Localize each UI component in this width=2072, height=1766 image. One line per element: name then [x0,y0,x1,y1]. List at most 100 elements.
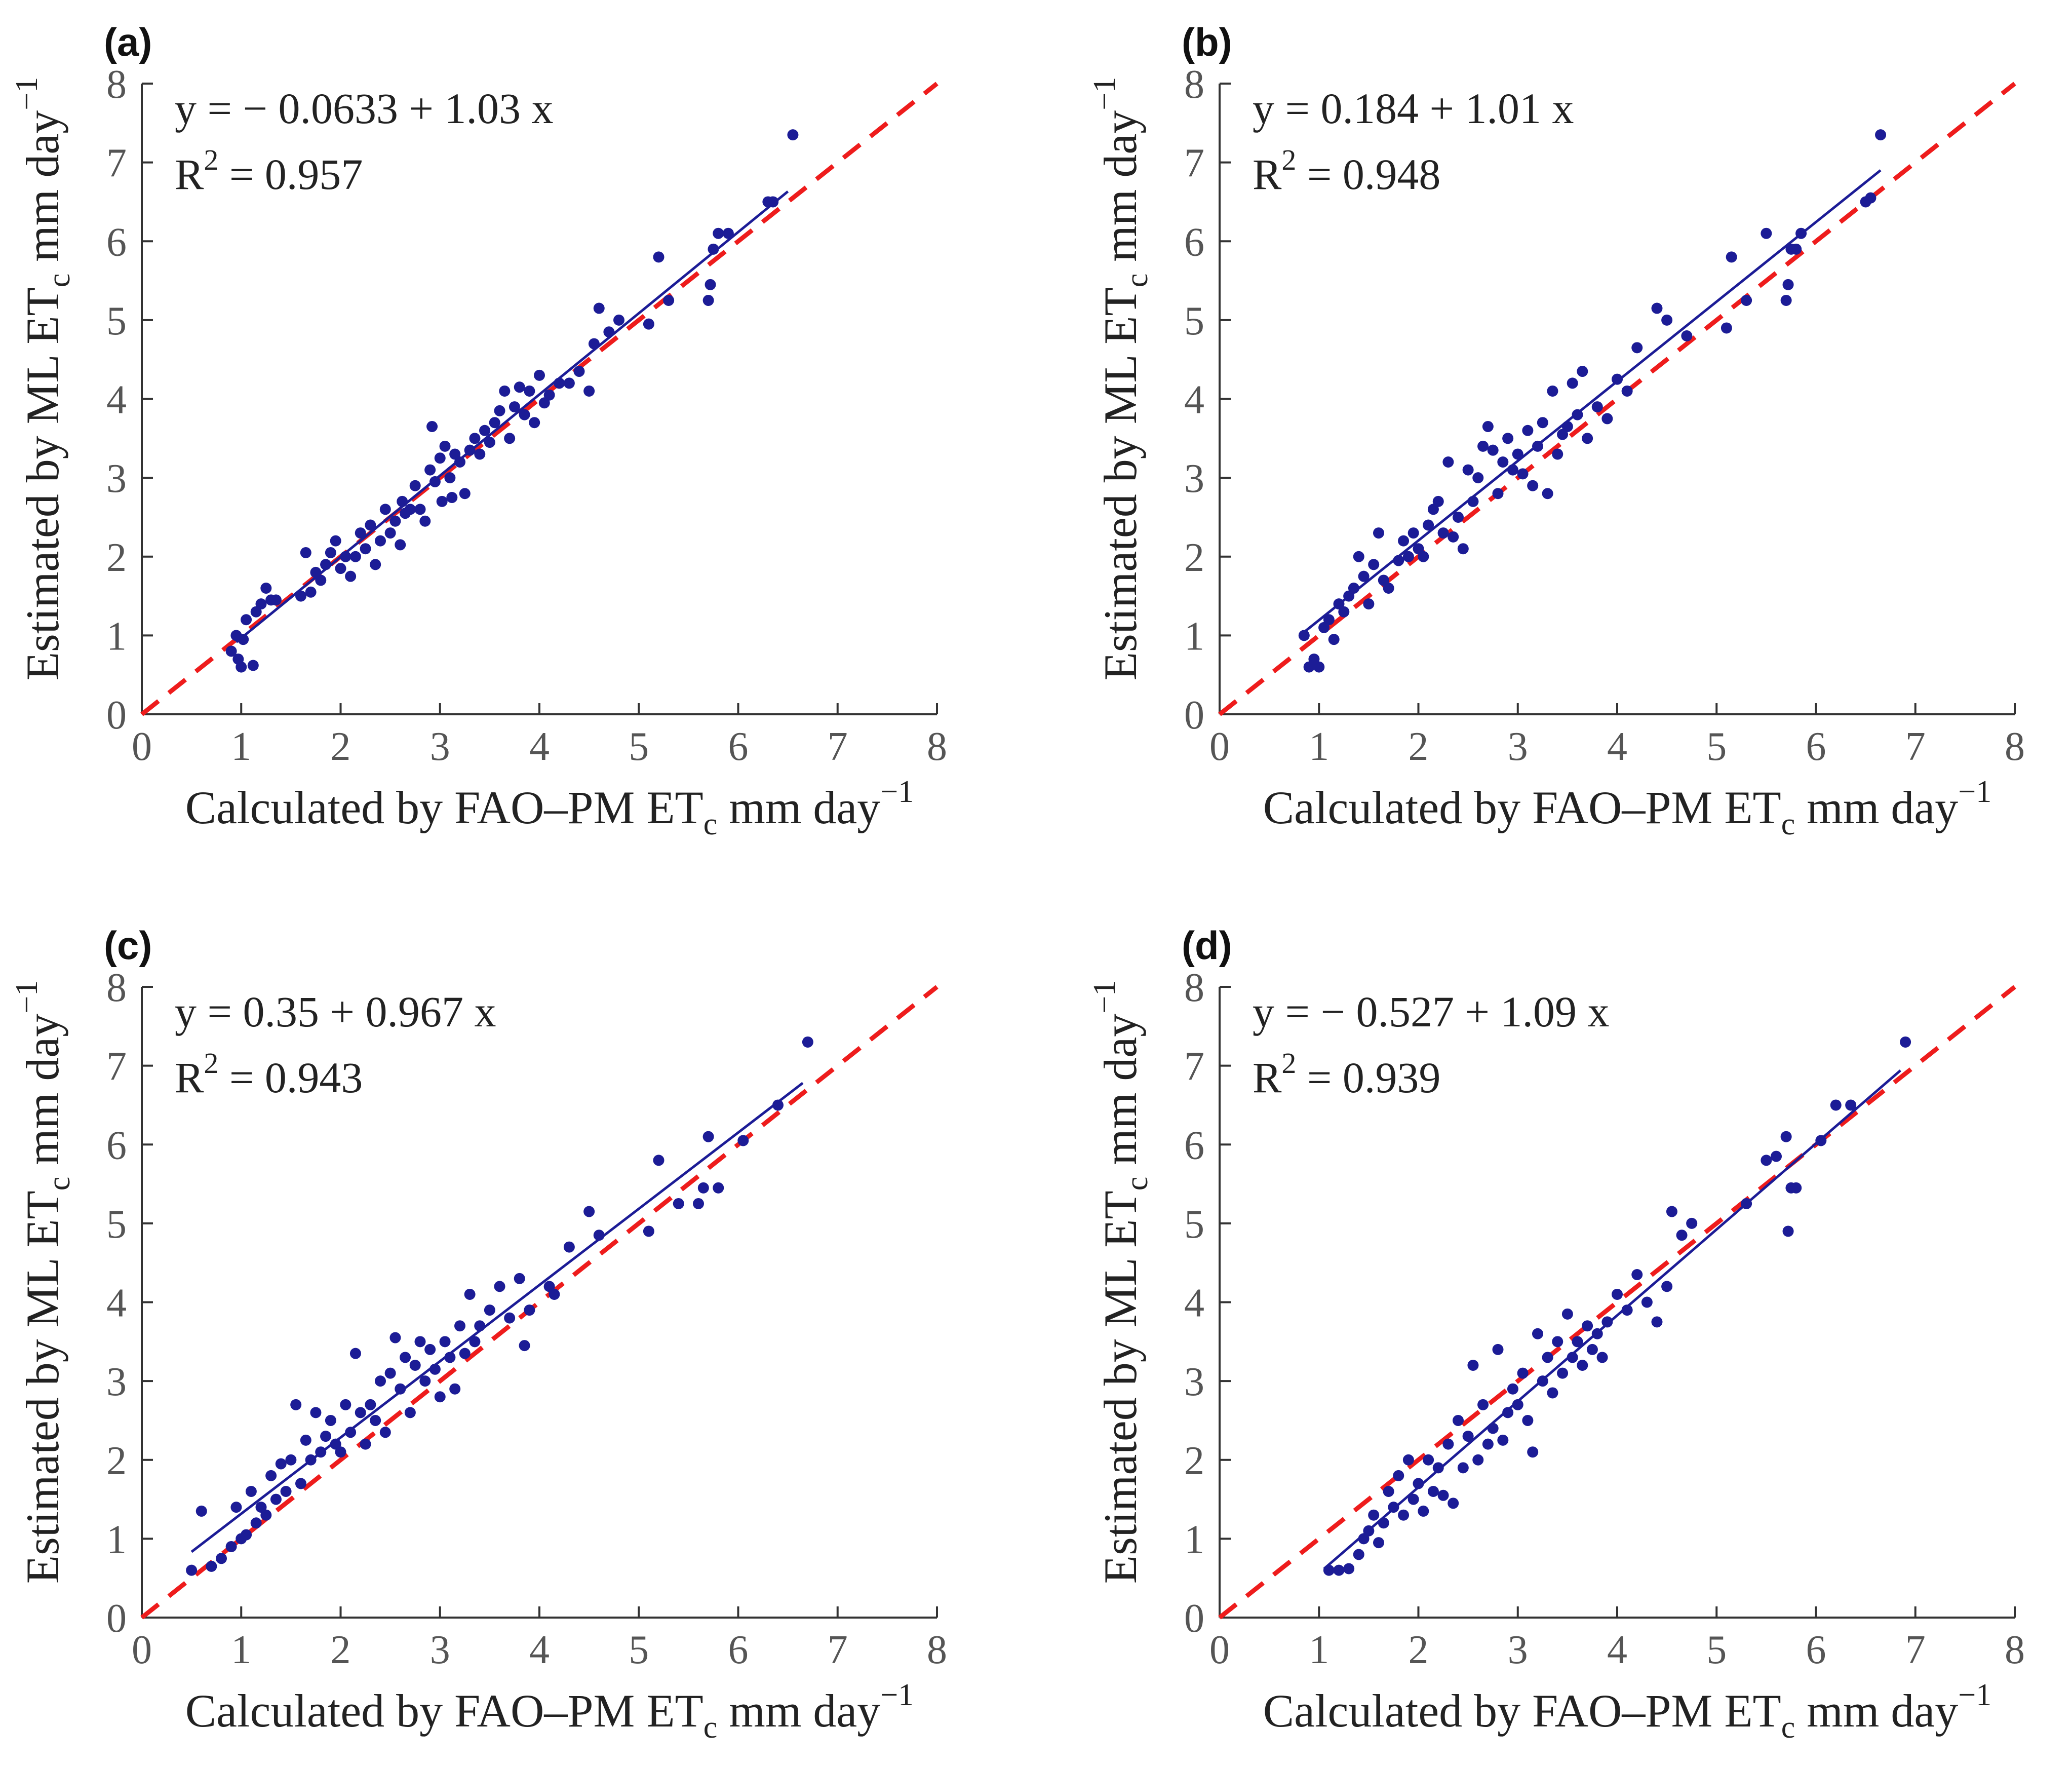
data-point [1358,570,1370,582]
data-point [426,420,438,432]
data-point [1383,1486,1394,1497]
y-axis-label-sup: −1 [1087,980,1122,1014]
data-point [772,1099,784,1111]
data-point [1477,1399,1489,1410]
data-point [1432,495,1444,507]
data-point [310,1407,322,1418]
data-point [360,543,371,555]
y-tick-label: 2 [106,1439,127,1483]
data-point [330,535,341,547]
data-point [250,1517,262,1529]
data-point [389,1332,401,1343]
data-point [663,294,675,306]
data-point [1323,1564,1335,1576]
x-tick-label: 0 [132,1628,152,1672]
y-tick-label: 1 [106,1517,127,1562]
data-point [395,1383,406,1395]
data-point [1408,1493,1419,1505]
y-tick-label: 3 [1184,456,1204,501]
x-tick-label: 8 [927,1628,947,1672]
data-point [534,369,545,381]
data-point [230,1502,242,1513]
data-point [474,448,486,460]
x-tick-label: 5 [1706,1628,1727,1672]
data-point [1373,1537,1384,1549]
data-point [1502,1407,1514,1418]
x-axis-label: Calculated by FAO–PM ETc mm day−1 [1263,1678,1991,1745]
x-tick-label: 0 [1209,724,1230,769]
r-squared-value: = 0.948 [1296,150,1440,199]
data-point [1517,468,1529,480]
x-tick-label: 1 [1309,724,1329,769]
data-point [1437,527,1449,539]
data-point [449,1383,461,1395]
data-point [355,527,366,539]
data-point [1561,1308,1573,1320]
y-tick-label: 0 [1184,693,1204,738]
x-tick-label: 3 [430,724,450,769]
y-axis-label-sub: c [1120,274,1154,288]
data-point [1517,1367,1529,1379]
y-tick-label: 3 [106,456,127,501]
data-point [1492,488,1504,500]
y-tick-label: 7 [1184,141,1204,186]
data-point [643,1225,654,1237]
data-point [1532,1328,1543,1339]
data-point [345,570,357,582]
data-point [1393,555,1404,566]
data-point [1487,444,1499,456]
x-tick-label: 2 [331,1628,351,1672]
data-point [1542,1352,1553,1363]
data-point [787,129,799,141]
x-axis-label-sup: −1 [880,775,914,809]
data-point [424,464,436,476]
data-point [1497,456,1509,468]
r-squared-symbol: R [175,1053,204,1102]
data-point [1467,495,1479,507]
x-axis-label: Calculated by FAO–PM ETc mm day−1 [185,775,914,841]
data-point [225,1541,237,1552]
fit-equation: y = − 0.527 + 1.09 x [1253,987,1610,1036]
data-point [260,1509,272,1521]
data-point [1482,420,1494,432]
data-point [588,338,600,350]
y-tick-label: 4 [1184,1281,1204,1326]
x-axis-label: Calculated by FAO–PM ETc mm day−1 [185,1678,914,1745]
data-point [459,1348,471,1359]
data-point [713,1182,724,1194]
r-squared-symbol: R [175,150,204,199]
data-point [1462,1431,1474,1442]
data-point [693,1198,704,1209]
data-point [216,1553,227,1564]
data-point [295,590,306,602]
data-point [1333,1564,1345,1576]
data-point [1427,1486,1439,1497]
data-point [504,433,516,444]
y-tick-label: 1 [1184,1517,1204,1562]
x-tick-label: 3 [1508,724,1528,769]
data-point [1572,1336,1583,1348]
data-point [1398,1509,1410,1521]
data-point [1741,294,1752,306]
x-tick-label: 1 [231,724,251,769]
data-point [603,326,615,338]
y-axis-label-main: Estimated by ML ET [17,287,68,680]
y-tick-label: 4 [106,378,127,423]
x-tick-label: 5 [629,724,649,769]
data-point [241,614,252,626]
x-tick-label: 6 [1806,724,1826,769]
data-point [1353,551,1364,562]
r-squared-value: = 0.957 [218,150,363,199]
data-point [1398,535,1410,547]
data-point [705,279,716,290]
data-point [469,433,481,444]
data-point [519,1340,530,1352]
data-point [349,551,361,562]
data-point [459,488,471,500]
y-axis-label-sub: c [1120,1177,1154,1191]
data-point [1527,1446,1539,1458]
data-point [1582,433,1593,444]
